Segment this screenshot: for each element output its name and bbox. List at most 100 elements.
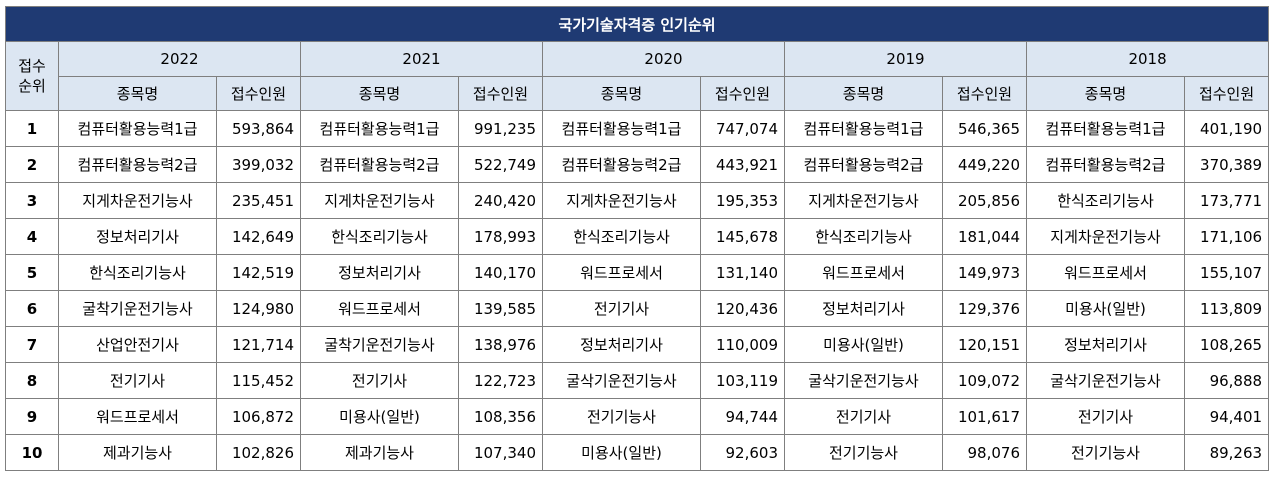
rank-cell: 9 [5, 398, 59, 435]
applicant-count-cell: 155,107 [1183, 254, 1270, 291]
applicant-count-cell: 522,749 [458, 146, 543, 183]
count-column-header: 접수인원 [216, 76, 301, 111]
item-name-cell: 컴퓨터활용능력1급 [58, 110, 217, 147]
table-row: 1 컴퓨터활용능력1급 593,864 컴퓨터활용능력1급 991,235 컴퓨터활용능력… [5, 110, 1270, 147]
applicant-count-cell: 107,340 [458, 434, 543, 471]
item-name-cell: 정보처리기사 [542, 326, 701, 363]
table-row: 5 한식조리기능사 142,519 정보처리기사 140,170 워드프로세서 131,14… [5, 254, 1270, 291]
item-name-cell: 지게차운전기능사 [1026, 218, 1185, 255]
count-column-header: 접수인원 [1183, 76, 1270, 111]
item-name-cell: 정보처리기사 [300, 254, 459, 291]
item-name-cell: 컴퓨터활용능력1급 [542, 110, 701, 147]
item-name-cell: 지게차운전기능사 [58, 182, 217, 219]
applicant-count-cell: 593,864 [216, 110, 301, 147]
year-header: 2019 [784, 41, 1027, 77]
item-name-cell: 미용사(일반) [542, 434, 701, 471]
applicant-count-cell: 121,714 [216, 326, 301, 363]
applicant-count-cell: 370,389 [1183, 146, 1270, 183]
item-name-cell: 한식조리기능사 [784, 218, 943, 255]
item-name-cell: 전기기사 [58, 362, 217, 399]
item-name-cell: 미용사(일반) [300, 398, 459, 435]
applicant-count-cell: 92,603 [700, 434, 785, 471]
applicant-count-cell: 110,009 [700, 326, 785, 363]
rank-cell: 6 [5, 290, 59, 327]
name-column-header: 종목명 [1026, 76, 1185, 111]
rank-cell: 2 [5, 146, 59, 183]
applicant-count-cell: 139,585 [458, 290, 543, 327]
item-name-cell: 컴퓨터활용능력2급 [58, 146, 217, 183]
count-column-header: 접수인원 [942, 76, 1027, 111]
item-name-cell: 미용사(일반) [1026, 290, 1185, 327]
rank-cell: 8 [5, 362, 59, 399]
applicant-count-cell: 142,649 [216, 218, 301, 255]
item-name-cell: 컴퓨터활용능력2급 [300, 146, 459, 183]
item-name-cell: 워드프로세서 [784, 254, 943, 291]
applicant-count-cell: 129,376 [942, 290, 1027, 327]
item-name-cell: 전기기사 [542, 290, 701, 327]
applicant-count-cell: 89,263 [1183, 434, 1270, 471]
table-row: 10 제과기능사 102,826 제과기능사 107,340 미용사(일반) 92,603 전… [5, 434, 1270, 471]
item-name-cell: 컴퓨터활용능력1급 [1026, 110, 1185, 147]
applicant-count-cell: 443,921 [700, 146, 785, 183]
item-name-cell: 전기기사 [300, 362, 459, 399]
applicant-count-cell: 103,119 [700, 362, 785, 399]
name-column-header: 종목명 [542, 76, 701, 111]
item-name-cell: 지게차운전기능사 [300, 182, 459, 219]
count-column-header: 접수인원 [700, 76, 785, 111]
applicant-count-cell: 94,401 [1183, 398, 1270, 435]
applicant-count-cell: 101,617 [942, 398, 1027, 435]
year-header: 2022 [58, 41, 301, 77]
applicant-count-cell: 109,072 [942, 362, 1027, 399]
item-name-cell: 지게차운전기능사 [542, 182, 701, 219]
table-row: 4 정보처리기사 142,649 한식조리기능사 178,993 한식조리기능사 145,6… [5, 218, 1270, 255]
applicant-count-cell: 138,976 [458, 326, 543, 363]
ranking-table: 국가기술자격증 인기순위 접수 순위 2022 2021 2020 2019 2018 … [4, 6, 1270, 471]
count-column-header: 접수인원 [458, 76, 543, 111]
applicant-count-cell: 140,170 [458, 254, 543, 291]
year-header: 2020 [542, 41, 785, 77]
applicant-count-cell: 195,353 [700, 182, 785, 219]
item-name-cell: 정보처리기사 [784, 290, 943, 327]
rank-header-line2: 순위 [18, 77, 46, 95]
item-name-cell: 산업안전기사 [58, 326, 217, 363]
item-name-cell: 컴퓨터활용능력2급 [784, 146, 943, 183]
rank-cell: 10 [5, 434, 59, 471]
applicant-count-cell: 171,106 [1183, 218, 1270, 255]
item-name-cell: 한식조리기능사 [58, 254, 217, 291]
item-name-cell: 전기기능사 [784, 434, 943, 471]
applicant-count-cell: 94,744 [700, 398, 785, 435]
item-name-cell: 정보처리기사 [1026, 326, 1185, 363]
item-name-cell: 미용사(일반) [784, 326, 943, 363]
table-row: 2 컴퓨터활용능력2급 399,032 컴퓨터활용능력2급 522,749 컴퓨터활용능력… [5, 146, 1270, 183]
table-row: 8 전기기사 115,452 전기기사 122,723 굴삭기운전기능사 103,119 굴삭… [5, 362, 1270, 399]
applicant-count-cell: 181,044 [942, 218, 1027, 255]
applicant-count-cell: 235,451 [216, 182, 301, 219]
table-title: 국가기술자격증 인기순위 [4, 6, 1270, 42]
item-name-cell: 정보처리기사 [58, 218, 217, 255]
rank-header: 접수 순위 [5, 41, 59, 111]
applicant-count-cell: 131,140 [700, 254, 785, 291]
item-name-cell: 워드프로세서 [542, 254, 701, 291]
rank-header-line1: 접수 [18, 57, 46, 75]
table-row: 9 워드프로세서 106,872 미용사(일반) 108,356 전기기능사 94,744 전… [5, 398, 1270, 435]
applicant-count-cell: 115,452 [216, 362, 301, 399]
applicant-count-cell: 145,678 [700, 218, 785, 255]
applicant-count-cell: 401,190 [1183, 110, 1270, 147]
applicant-count-cell: 124,980 [216, 290, 301, 327]
item-name-cell: 굴삭기운전기능사 [784, 362, 943, 399]
rank-cell: 5 [5, 254, 59, 291]
item-name-cell: 굴삭기운전기능사 [1026, 362, 1185, 399]
table-row: 3 지게차운전기능사 235,451 지게차운전기능사 240,420 지게차운전기능사 1… [5, 182, 1270, 219]
name-column-header: 종목명 [300, 76, 459, 111]
rank-cell: 3 [5, 182, 59, 219]
applicant-count-cell: 108,265 [1183, 326, 1270, 363]
rank-cell: 4 [5, 218, 59, 255]
table-row: 6 굴착기운전기능사 124,980 워드프로세서 139,585 전기기사 120,436… [5, 290, 1270, 327]
item-name-cell: 굴삭기운전기능사 [542, 362, 701, 399]
applicant-count-cell: 240,420 [458, 182, 543, 219]
item-name-cell: 워드프로세서 [58, 398, 217, 435]
applicant-count-cell: 122,723 [458, 362, 543, 399]
item-name-cell: 한식조리기능사 [1026, 182, 1185, 219]
applicant-count-cell: 120,151 [942, 326, 1027, 363]
item-name-cell: 지게차운전기능사 [784, 182, 943, 219]
